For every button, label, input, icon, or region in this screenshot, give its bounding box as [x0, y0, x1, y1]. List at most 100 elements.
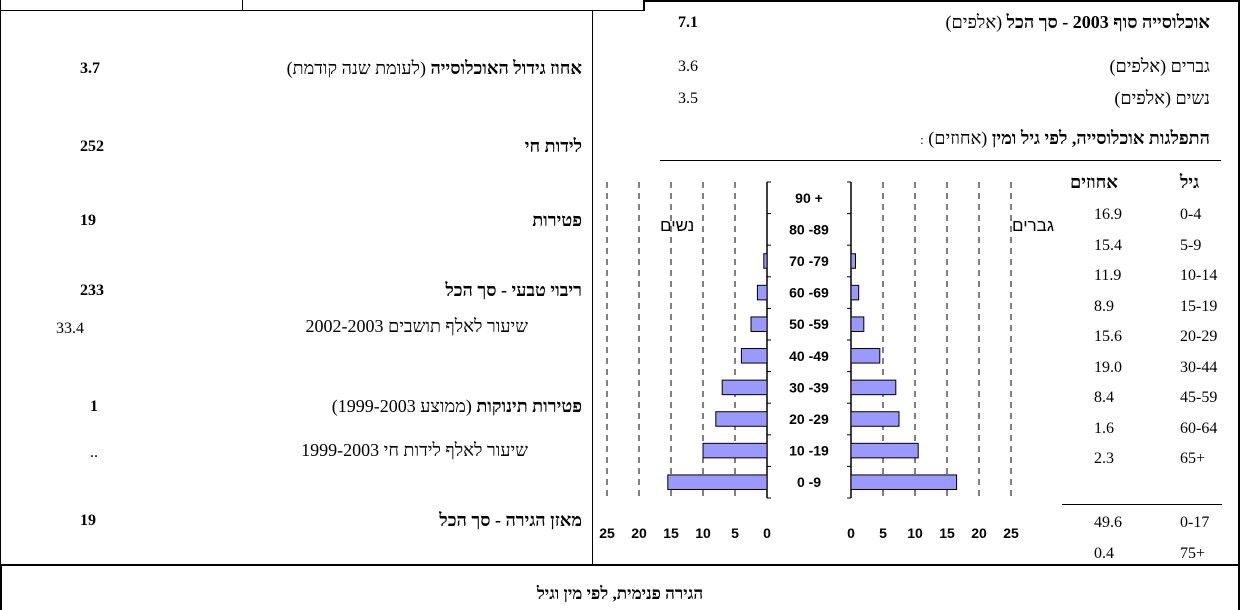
- women-bar: [763, 253, 768, 269]
- deaths-value: 19: [80, 212, 96, 229]
- infant-label: פטירות תינוקות: [476, 396, 582, 416]
- age-table-pct: 15.6: [1094, 328, 1122, 345]
- internal-migration-title: הגירה פנימית, לפי מין וגיל: [536, 584, 704, 603]
- age-table-pct: 0.4: [1094, 545, 1114, 562]
- women-bar: [750, 316, 768, 332]
- age-table-age: 30-44: [1180, 358, 1218, 376]
- women-series-label: נשים: [660, 216, 694, 235]
- births-label: לידות חי: [524, 136, 582, 156]
- age-table-pct: 11.9: [1094, 267, 1122, 284]
- age-header: גיל: [1180, 172, 1200, 192]
- men-bar: [850, 348, 881, 364]
- men-x-tick-label: 0: [847, 525, 855, 541]
- men-bar: [850, 411, 900, 427]
- men-bar: [850, 284, 860, 301]
- table-divider: [1062, 504, 1222, 505]
- women-bar: [715, 411, 768, 427]
- age-table-age: 15-19: [1180, 297, 1218, 315]
- pct-header: אחוזים: [1070, 172, 1118, 192]
- age-table-pct: 8.4: [1094, 389, 1114, 406]
- men-bar: [850, 316, 865, 332]
- natural-label: ריבוי טבעי - סך הכל: [445, 280, 582, 300]
- age-band-label: 70 -79: [789, 253, 829, 269]
- women-x-tick-label: 5: [731, 525, 739, 541]
- women-bar: [667, 474, 768, 490]
- age-band-label: 90 +: [795, 190, 823, 206]
- age-table-pct: 1.6: [1094, 419, 1114, 437]
- men-row: גברים (אלפים): [1109, 56, 1210, 77]
- header-top-border: [643, 0, 1240, 2]
- men-x-tick-label: 10: [907, 525, 923, 541]
- growth-value: 3.7: [80, 60, 100, 77]
- women-row: נשים (אלפים): [1114, 88, 1210, 109]
- men-label: גברים: [1170, 56, 1210, 76]
- natural-rate-label: שיעור לאלף תושבים 2002-2003: [305, 316, 528, 336]
- infant-value: 1: [90, 398, 98, 415]
- age-band-label: 20 -29: [789, 411, 829, 427]
- top-divider-left: [0, 0, 1, 610]
- age-band-label: 80 -89: [789, 221, 829, 237]
- growth-label: אחוז גידול האוכלוסייה: [430, 58, 582, 78]
- age-table-age: 45-59: [1180, 389, 1218, 406]
- top-tick: [242, 0, 243, 10]
- age-band-label: 60 -69: [789, 285, 829, 301]
- women-x-tick-label: 25: [599, 525, 615, 541]
- migration-value: 19: [80, 512, 96, 529]
- women-x-tick-label: 10: [695, 525, 711, 541]
- population-total: 7.1: [678, 14, 698, 31]
- women-bar: [721, 379, 768, 396]
- age-table-age: 60-64: [1180, 419, 1218, 437]
- distribution-underline: [660, 160, 1221, 161]
- men-x-tick-label: 25: [1003, 525, 1019, 541]
- women-value: 3.5: [678, 90, 698, 107]
- women-x-tick-label: 0: [763, 525, 771, 541]
- men-unit: (אלפים): [1109, 56, 1167, 76]
- men-bar: [850, 379, 897, 396]
- age-band-label: 40 -49: [789, 348, 829, 364]
- men-series-label: גברים: [1012, 216, 1054, 235]
- men-x-tick-label: 5: [879, 525, 887, 541]
- women-unit: (אלפים): [1114, 88, 1171, 108]
- age-table-pct: 49.6: [1094, 514, 1122, 531]
- women-x-tick-label: 20: [631, 525, 647, 541]
- men-bar: [850, 474, 958, 490]
- age-band-label: 10 -19: [789, 443, 829, 459]
- age-band-label: 0 -9: [797, 474, 821, 490]
- distribution-colon: :: [920, 132, 924, 147]
- natural-rate-value: 33.4: [56, 320, 84, 337]
- growth-note: (לעומת שנה קודמת): [286, 58, 426, 78]
- population-title: אוכלוסייה סוף 2003 - סך הכל: [1006, 12, 1210, 32]
- footer-top-border: [0, 564, 1240, 566]
- growth-row: אחוז גידול האוכלוסייה (לעומת שנה קודמת): [287, 58, 582, 79]
- age-table-age: 10-14: [1180, 267, 1218, 284]
- natural-value: 233: [80, 282, 104, 299]
- women-bar: [702, 442, 768, 459]
- women-x-tick-label: 15: [663, 525, 679, 541]
- column-divider: [592, 10, 593, 564]
- women-bar: [756, 284, 768, 301]
- right-border: [1238, 0, 1240, 610]
- age-table-age: 5-9: [1180, 236, 1202, 254]
- infant-note: (ממוצע 1999-2003): [331, 396, 472, 416]
- age-table-pct: 2.3: [1094, 450, 1114, 467]
- age-table-age: 0-17: [1180, 514, 1210, 531]
- women-bar: [740, 348, 768, 364]
- age-table-pct: 15.4: [1094, 236, 1122, 254]
- deaths-label: פטירות: [532, 210, 582, 230]
- women-label: נשים: [1175, 88, 1210, 108]
- population-title-row: אוכלוסייה סוף 2003 - סך הכל (אלפים): [946, 12, 1210, 33]
- men-bar: [850, 253, 856, 269]
- age-table-age: 0-4: [1180, 206, 1202, 223]
- births-value: 252: [80, 138, 104, 155]
- men-bar: [850, 442, 919, 459]
- age-table-age: 75+: [1180, 545, 1206, 562]
- men-value: 3.6: [678, 58, 698, 75]
- age-table-pct: 16.9: [1094, 206, 1122, 223]
- population-unit: (אלפים): [945, 12, 1003, 32]
- age-table-pct: 8.9: [1094, 297, 1114, 315]
- header-left-border: [643, 0, 645, 10]
- men-x-tick-label: 15: [939, 525, 955, 541]
- age-table-age: 20-29: [1180, 328, 1218, 345]
- age-band-label: 30 -39: [789, 379, 829, 395]
